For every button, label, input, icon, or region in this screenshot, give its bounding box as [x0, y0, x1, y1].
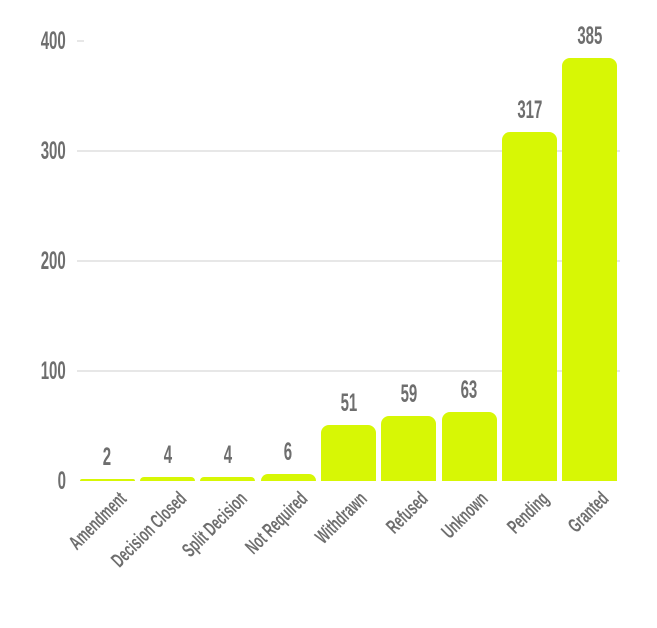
value-label: 59 — [359, 381, 459, 407]
y-axis-tick-mark — [77, 40, 84, 42]
y-axis-tick-label: 100 — [24, 358, 66, 384]
value-label: 2 — [57, 444, 157, 470]
bar-decision-closed — [140, 476, 195, 481]
bar-withdrawn — [321, 424, 376, 481]
value-label: 51 — [299, 390, 399, 416]
category-text: Granted — [564, 488, 614, 538]
y-axis-tick-label: 400 — [24, 28, 66, 54]
value-text: 4 — [223, 440, 232, 469]
value-text: 4 — [163, 440, 172, 469]
bar-split-decision — [200, 476, 256, 481]
y-axis-tick-text: 400 — [40, 27, 66, 55]
value-text: 59 — [400, 380, 418, 409]
value-label: 385 — [540, 23, 640, 49]
value-label: 317 — [480, 97, 580, 123]
bar-granted — [562, 57, 618, 481]
category-text: Pending — [502, 488, 554, 539]
category-text: Withdrawn — [311, 488, 373, 549]
value-label: 63 — [419, 377, 519, 403]
value-label: 6 — [238, 439, 338, 465]
category-text: Unknown — [437, 488, 493, 544]
bar-amendment — [79, 478, 135, 481]
category-label: Granted — [544, 488, 614, 558]
category-label: Pending — [482, 488, 553, 559]
value-label: 4 — [118, 442, 218, 468]
y-axis-tick-text: 0 — [57, 467, 66, 495]
bar-pending — [502, 132, 557, 481]
value-text: 63 — [460, 375, 478, 404]
value-text: 317 — [516, 96, 543, 125]
gridline — [77, 150, 620, 152]
value-text: 2 — [102, 442, 112, 471]
bar-unknown — [441, 411, 497, 481]
category-text: Refused — [382, 488, 433, 539]
bar-not-required — [260, 474, 316, 481]
gridline — [77, 260, 620, 262]
y-axis-tick-label: 200 — [24, 248, 66, 274]
y-axis-tick-label: 300 — [24, 138, 66, 164]
value-text: 6 — [283, 438, 293, 467]
value-text: 385 — [577, 21, 603, 50]
value-label: 4 — [178, 442, 278, 468]
y-axis-tick-label: 0 — [52, 468, 66, 494]
bar-refused — [381, 416, 437, 481]
y-axis-tick-text: 200 — [40, 247, 66, 275]
y-axis-tick-text: 300 — [40, 137, 66, 165]
value-text: 51 — [340, 388, 357, 417]
y-axis-tick-text: 100 — [40, 357, 66, 385]
gridline — [77, 370, 620, 372]
